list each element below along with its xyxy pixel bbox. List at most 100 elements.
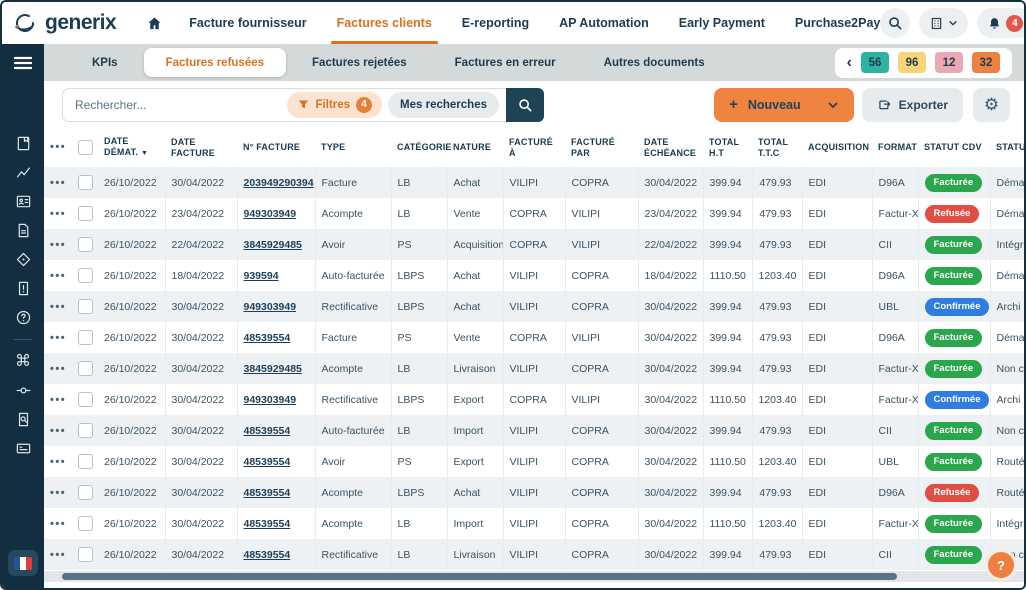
nav-item-purchase2pay[interactable]: Purchase2Pay xyxy=(794,16,881,30)
row-menu-icon[interactable]: ••• xyxy=(50,548,67,561)
book-icon[interactable] xyxy=(2,129,44,158)
invoice-number-link[interactable]: 939594 xyxy=(243,269,279,282)
scrollbar-thumb[interactable] xyxy=(62,573,897,580)
row-menu-icon[interactable]: ••• xyxy=(50,269,67,282)
tab-kpis[interactable]: KPIs xyxy=(92,56,118,69)
column-header[interactable]: DATE DÉMAT. ▼ xyxy=(104,136,149,158)
row-checkbox[interactable] xyxy=(78,547,93,562)
invoice-number-link[interactable]: 48539554 xyxy=(243,548,291,561)
column-header[interactable]: TOTAL H.T xyxy=(709,136,739,158)
row-menu-icon[interactable]: ••• xyxy=(50,207,67,220)
invoice-number-link[interactable]: 48539554 xyxy=(243,486,291,499)
column-header[interactable]: FORMAT xyxy=(878,142,918,153)
counter-badge-4[interactable]: 32 xyxy=(972,52,1000,73)
invoice-number-link[interactable]: 3845929485 xyxy=(243,362,302,375)
row-checkbox[interactable] xyxy=(78,237,93,252)
help-circle-icon[interactable] xyxy=(2,303,44,332)
row-checkbox[interactable] xyxy=(78,299,93,314)
invoice-number-link[interactable]: 949303949 xyxy=(243,393,297,406)
row-checkbox[interactable] xyxy=(78,485,93,500)
organization-selector[interactable] xyxy=(919,8,969,38)
invoice-number-link[interactable]: 48539554 xyxy=(243,455,291,468)
header-more-options-icon[interactable]: ••• xyxy=(50,140,67,153)
new-button[interactable]: + Nouveau xyxy=(714,87,854,122)
counter-badge-1[interactable]: 56 xyxy=(861,52,889,73)
row-checkbox[interactable] xyxy=(78,423,93,438)
row-menu-icon[interactable]: ••• xyxy=(50,331,67,344)
column-header[interactable]: N° FACTURE xyxy=(243,142,301,153)
column-header[interactable]: FACTURÉ À xyxy=(509,136,553,158)
nav-item-ap-automation[interactable]: AP Automation xyxy=(559,16,649,30)
table-cell: 26/10/2022 xyxy=(98,167,166,198)
invoice-number-link[interactable]: 48539554 xyxy=(243,424,291,437)
column-header[interactable]: TOTAL T.T.C xyxy=(758,136,788,158)
row-menu-icon[interactable]: ••• xyxy=(50,362,67,375)
help-button[interactable]: ? xyxy=(988,552,1014,578)
document-alert-icon[interactable] xyxy=(2,274,44,303)
row-checkbox[interactable] xyxy=(78,175,93,190)
invoice-number-link[interactable]: 48539554 xyxy=(243,517,291,530)
tab-autres-documents[interactable]: Autres documents xyxy=(603,56,705,69)
column-header[interactable]: DATE FACTURE xyxy=(171,136,215,158)
search-icon[interactable] xyxy=(880,8,911,38)
target-icon[interactable] xyxy=(2,245,44,274)
row-checkbox[interactable] xyxy=(78,268,93,283)
settings-gear-icon[interactable]: ⚙ xyxy=(973,87,1010,122)
column-header[interactable]: STATUT xyxy=(996,142,1024,153)
nav-item-facture-fournisseur[interactable]: Facture fournisseur xyxy=(189,16,307,30)
row-menu-icon[interactable]: ••• xyxy=(50,300,67,313)
chart-line-icon[interactable] xyxy=(2,158,44,187)
row-checkbox[interactable] xyxy=(78,361,93,376)
row-checkbox[interactable] xyxy=(78,392,93,407)
column-header[interactable]: STATUT CDV xyxy=(924,142,982,153)
row-menu-icon[interactable]: ••• xyxy=(50,424,67,437)
chevron-left-icon[interactable]: ‹ xyxy=(846,53,852,71)
search-input[interactable] xyxy=(63,97,287,112)
invoice-number-link[interactable]: 949303949 xyxy=(243,207,297,220)
row-menu-icon[interactable]: ••• xyxy=(50,486,67,499)
nav-item-factures-clients[interactable]: Factures clients xyxy=(330,2,438,44)
tab-factures-refus-es[interactable]: Factures refusées xyxy=(143,48,287,77)
column-header[interactable]: NATURE xyxy=(453,142,492,153)
generix-logo[interactable]: generix xyxy=(12,10,117,36)
column-header[interactable]: TYPE xyxy=(321,142,346,153)
select-all-checkbox[interactable] xyxy=(78,140,93,155)
counter-badge-3[interactable]: 12 xyxy=(935,52,963,73)
column-header[interactable]: FACTURÉ PAR xyxy=(571,136,615,158)
row-menu-icon[interactable]: ••• xyxy=(50,393,67,406)
language-selector-france[interactable] xyxy=(8,550,38,576)
column-header[interactable]: CATÉGORIE xyxy=(397,142,452,153)
invoice-number-link[interactable]: 3845929485 xyxy=(243,238,302,251)
row-checkbox[interactable] xyxy=(78,330,93,345)
row-checkbox[interactable] xyxy=(78,516,93,531)
filters-button[interactable]: Filtres 4 xyxy=(286,91,383,118)
git-node-icon[interactable] xyxy=(2,376,44,405)
receipt-icon[interactable] xyxy=(2,434,44,463)
invoice-number-link[interactable]: 203949290394 xyxy=(243,176,314,189)
counter-badge-2[interactable]: 96 xyxy=(898,52,926,73)
nav-item-e-reporting[interactable]: E-reporting xyxy=(461,16,530,30)
command-icon[interactable]: ⌘ xyxy=(15,352,31,370)
row-checkbox[interactable] xyxy=(78,454,93,469)
column-header[interactable]: DATE ÉCHÉANCE xyxy=(644,136,697,158)
home-icon[interactable] xyxy=(146,15,163,32)
menu-hamburger-icon[interactable] xyxy=(2,44,44,81)
contact-card-icon[interactable] xyxy=(2,187,44,216)
search-submit-button[interactable] xyxy=(506,87,544,122)
notifications-button[interactable]: 4 xyxy=(977,8,1024,38)
saved-searches-button[interactable]: Mes recherches xyxy=(388,91,499,118)
row-menu-icon[interactable]: ••• xyxy=(50,455,67,468)
tab-factures-en-erreur[interactable]: Factures en erreur xyxy=(454,56,556,69)
document-search-icon[interactable] xyxy=(2,405,44,434)
invoice-number-link[interactable]: 949303949 xyxy=(243,300,297,313)
nav-item-early-payment[interactable]: Early Payment xyxy=(678,16,765,30)
row-menu-icon[interactable]: ••• xyxy=(50,238,67,251)
invoice-number-link[interactable]: 48539554 xyxy=(243,331,291,344)
export-button[interactable]: Exporter xyxy=(861,87,963,122)
row-menu-icon[interactable]: ••• xyxy=(50,517,67,530)
tab-factures-rejet-es[interactable]: Factures rejetées xyxy=(312,56,407,69)
column-header[interactable]: ACQUISITION xyxy=(808,142,870,153)
row-checkbox[interactable] xyxy=(78,206,93,221)
row-menu-icon[interactable]: ••• xyxy=(50,176,67,189)
document-icon[interactable] xyxy=(2,216,44,245)
